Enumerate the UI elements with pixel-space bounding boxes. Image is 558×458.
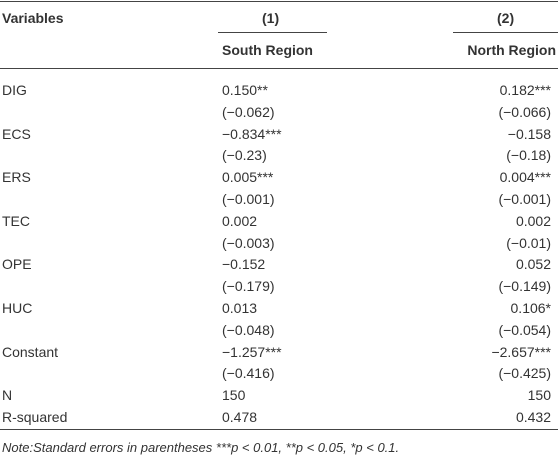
row-label: N <box>2 387 13 404</box>
column-rule <box>218 32 327 33</box>
row-label: DIG <box>2 82 27 98</box>
se-cell: (−0.062) <box>222 103 275 120</box>
coef-cell: 0.150** <box>222 82 268 98</box>
row-label: ECS <box>2 125 31 142</box>
coef-cell: 150 <box>222 387 246 404</box>
se-cell: (−0.18) <box>506 147 551 164</box>
column-number: (1) <box>262 10 280 26</box>
se-cell: (−0.416) <box>222 365 275 382</box>
se-cell: (−0.048) <box>222 321 275 338</box>
se-cell: (−0.01) <box>506 234 551 251</box>
row-label: R-squared <box>2 409 68 425</box>
se-cell: (−0.001) <box>222 191 275 207</box>
row-label: ERS <box>2 169 31 186</box>
coef-cell: 0.004*** <box>499 169 551 186</box>
coef-cell: 0.005*** <box>222 169 274 186</box>
column-name: South Region <box>222 42 313 58</box>
se-cell: (−0.054) <box>498 321 551 338</box>
coef-cell: −0.152 <box>222 256 266 273</box>
se-cell: (−0.001) <box>498 191 551 207</box>
se-cell: (−0.425) <box>498 365 551 382</box>
coef-cell: 0.478 <box>222 409 258 425</box>
table-note: Note:Standard errors in parentheses ***p… <box>2 440 400 455</box>
row-label: HUC <box>2 300 33 316</box>
column-number: (2) <box>497 10 515 26</box>
coef-cell: 0.106* <box>510 300 551 316</box>
row-label: OPE <box>2 256 32 273</box>
se-cell: (−0.066) <box>498 103 551 120</box>
coef-cell: −0.158 <box>507 125 551 142</box>
coef-cell: −0.834*** <box>222 125 282 142</box>
se-cell: (−0.179) <box>222 278 275 295</box>
coef-cell: 0.432 <box>515 409 551 425</box>
header-variables: Variables <box>2 10 64 26</box>
se-cell: (−0.003) <box>222 234 275 251</box>
coef-cell: 150 <box>527 387 551 404</box>
row-label: Constant <box>2 343 59 360</box>
coef-cell: −1.257*** <box>222 343 282 360</box>
bottom-rule <box>0 428 558 430</box>
header-rule <box>0 68 558 69</box>
coef-cell: −2.657*** <box>491 343 551 360</box>
se-cell: (−0.23) <box>222 147 267 164</box>
column-rule <box>453 32 558 33</box>
coef-cell: 0.052 <box>515 256 551 273</box>
column-name: North Region <box>467 42 556 58</box>
coef-cell: 0.182*** <box>499 82 551 98</box>
coef-cell: 0.002 <box>222 212 258 229</box>
top-rule <box>0 1 558 2</box>
se-cell: (−0.149) <box>498 278 551 295</box>
coef-cell: 0.013 <box>222 300 258 316</box>
row-label: TEC <box>2 212 30 229</box>
coef-cell: 0.002 <box>515 212 551 229</box>
